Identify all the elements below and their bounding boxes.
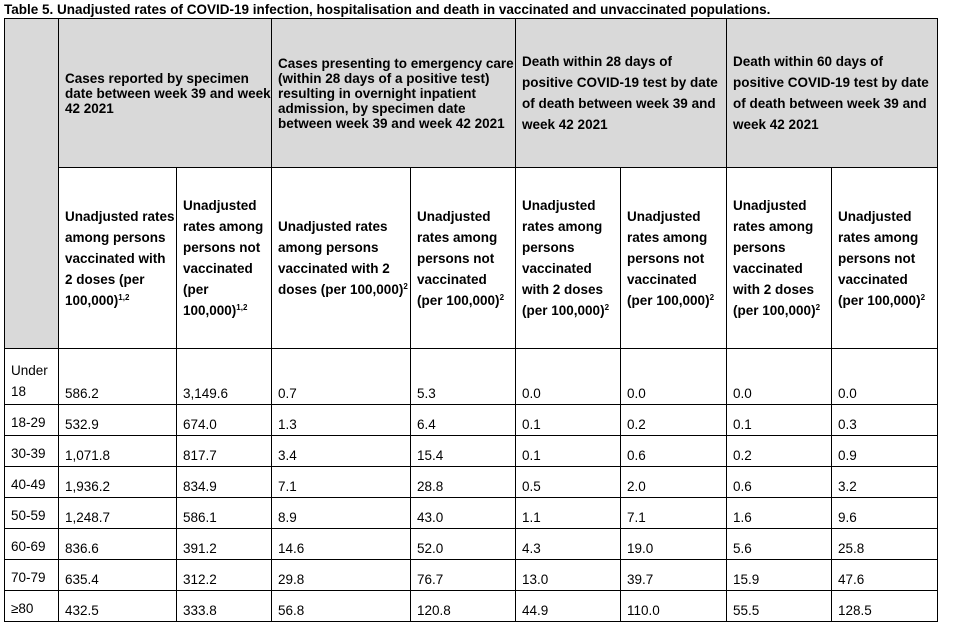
value-cell: 29.8 [271, 559, 411, 591]
age-group-cell: 60-69 [4, 528, 59, 560]
table-row: 40-49 1,936.2 834.9 7.1 28.8 0.5 2.0 0.6… [4, 466, 939, 498]
subheader-cases-unvaccinated: Unadjusted rates among persons not vacci… [176, 167, 272, 349]
value-cell: 1,071.8 [58, 435, 177, 467]
value-cell: 9.6 [831, 497, 939, 529]
value-cell: 0.1 [515, 404, 622, 436]
value-cell: 13.0 [515, 559, 622, 591]
value-cell: 7.1 [620, 497, 728, 529]
value-cell: 56.8 [271, 590, 411, 622]
value-cell: 834.9 [176, 466, 272, 498]
value-cell: 391.2 [176, 528, 272, 560]
value-cell: 1.6 [726, 497, 833, 529]
subheader-death60-vaccinated: Unadjusted rates among persons vaccinate… [726, 167, 833, 349]
group-header-cases: Cases reported by specimen date between … [58, 18, 272, 168]
value-cell: 15.9 [726, 559, 833, 591]
table-row: Under 18 586.2 3,149.6 0.7 5.3 0.0 0.0 0… [4, 348, 939, 405]
age-group-cell: 70-79 [4, 559, 59, 591]
value-cell: 432.5 [58, 590, 177, 622]
age-group-cell: 50-59 [4, 497, 59, 529]
value-cell: 5.3 [409, 348, 517, 405]
value-cell: 52.0 [409, 528, 517, 560]
value-cell: 4.3 [515, 528, 622, 560]
value-cell: 28.8 [409, 466, 517, 498]
value-cell: 0.6 [620, 435, 728, 467]
value-cell: 43.0 [409, 497, 517, 529]
value-cell: 5.6 [726, 528, 833, 560]
table-title: Table 5. Unadjusted rates of COVID-19 in… [4, 2, 771, 17]
value-cell: 14.6 [271, 528, 411, 560]
value-cell: 3,149.6 [176, 348, 272, 405]
value-cell: 0.0 [831, 348, 939, 405]
value-cell: 0.2 [726, 435, 833, 467]
value-cell: 635.4 [58, 559, 177, 591]
value-cell: 2.0 [620, 466, 728, 498]
value-cell: 674.0 [176, 404, 272, 436]
subheader-hosp-vaccinated: Unadjusted rates among persons vaccinate… [271, 167, 411, 349]
value-cell: 1.3 [271, 404, 411, 436]
value-cell: 6.4 [409, 404, 517, 436]
table-row: 70-79 635.4 312.2 29.8 76.7 13.0 39.7 15… [4, 559, 939, 591]
table-row: 30-39 1,071.8 817.7 3.4 15.4 0.1 0.6 0.2… [4, 435, 939, 467]
age-group-cell: ≥80 [4, 590, 59, 622]
value-cell: 110.0 [620, 590, 728, 622]
age-group-cell: Under 18 [4, 348, 59, 405]
value-cell: 0.1 [515, 435, 622, 467]
value-cell: 47.6 [831, 559, 939, 591]
value-cell: 836.6 [58, 528, 177, 560]
subheader-hosp-unvaccinated: Unadjusted rates among persons not vacci… [409, 167, 517, 349]
value-cell: 1,936.2 [58, 466, 177, 498]
value-cell: 7.1 [271, 466, 411, 498]
value-cell: 55.5 [726, 590, 833, 622]
value-cell: 44.9 [515, 590, 622, 622]
value-cell: 25.8 [831, 528, 939, 560]
value-cell: 3.4 [271, 435, 411, 467]
group-header-hospitalisation: Cases presenting to emergency care (with… [270, 18, 517, 168]
value-cell: 0.0 [515, 348, 622, 405]
value-cell: 120.8 [409, 590, 517, 622]
value-cell: 19.0 [620, 528, 728, 560]
subheader-death28-unvaccinated: Unadjusted rates among persons not vacci… [620, 167, 728, 349]
value-cell: 532.9 [58, 404, 177, 436]
value-cell: 3.2 [831, 466, 939, 498]
value-cell: 76.7 [409, 559, 517, 591]
subheader-death28-vaccinated: Unadjusted rates among persons vaccinate… [515, 167, 622, 349]
subheader-death60-unvaccinated: Unadjusted rates among persons not vacci… [831, 167, 939, 349]
value-cell: 0.1 [726, 404, 833, 436]
value-cell: 586.1 [176, 497, 272, 529]
table-row: ≥80 432.5 333.8 56.8 120.8 44.9 110.0 55… [4, 590, 939, 622]
value-cell: 333.8 [176, 590, 272, 622]
value-cell: 586.2 [58, 348, 177, 405]
value-cell: 0.0 [726, 348, 833, 405]
value-cell: 8.9 [271, 497, 411, 529]
value-cell: 15.4 [409, 435, 517, 467]
value-cell: 1,248.7 [58, 497, 177, 529]
value-cell: 0.5 [515, 466, 622, 498]
value-cell: 0.3 [831, 404, 939, 436]
table-row: 50-59 1,248.7 586.1 8.9 43.0 1.1 7.1 1.6… [4, 497, 939, 529]
value-cell: 128.5 [831, 590, 939, 622]
table-row: 60-69 836.6 391.2 14.6 52.0 4.3 19.0 5.6… [4, 528, 939, 560]
value-cell: 0.0 [620, 348, 728, 405]
group-header-death-60: Death within 60 days of positive COVID-1… [726, 18, 939, 168]
value-cell: 0.2 [620, 404, 728, 436]
value-cell: 817.7 [176, 435, 272, 467]
value-cell: 39.7 [620, 559, 728, 591]
subheader-row: Unadjusted rates among persons vaccinate… [5, 167, 939, 349]
group-header-death-28: Death within 28 days of positive COVID-1… [515, 18, 728, 168]
subheader-cases-vaccinated: Unadjusted rates among persons vaccinate… [58, 167, 177, 349]
value-cell: 0.6 [726, 466, 833, 498]
value-cell: 1.1 [515, 497, 622, 529]
rates-table: Cases reported by specimen date between … [4, 18, 939, 622]
age-group-cell: 40-49 [4, 466, 59, 498]
value-cell: 312.2 [176, 559, 272, 591]
group-header-row: Cases reported by specimen date between … [4, 18, 939, 349]
age-group-cell: 18-29 [4, 404, 59, 436]
value-cell: 0.7 [271, 348, 411, 405]
value-cell: 0.9 [831, 435, 939, 467]
table-row: 18-29 532.9 674.0 1.3 6.4 0.1 0.2 0.1 0.… [4, 404, 939, 436]
age-header-cell [4, 18, 59, 349]
age-group-cell: 30-39 [4, 435, 59, 467]
